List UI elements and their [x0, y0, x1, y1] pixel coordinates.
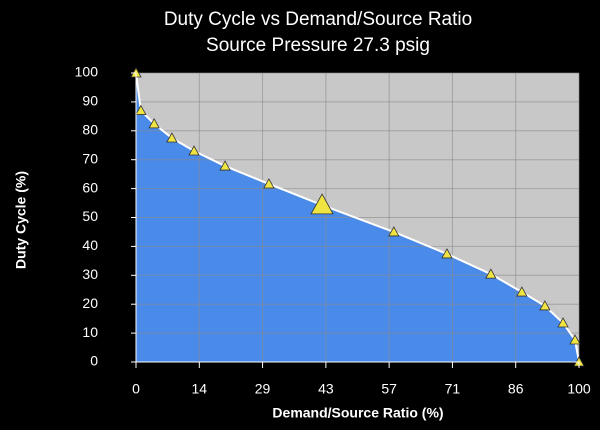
x-axis-label: Demand/Source Ratio (%): [272, 405, 443, 421]
y-tick-label: 90: [82, 93, 98, 109]
y-tick-label: 20: [82, 295, 98, 311]
marker: [310, 193, 334, 215]
marker: [485, 268, 497, 279]
x-tick-label: 86: [508, 381, 524, 397]
marker: [388, 226, 400, 237]
y-tick-label: 30: [82, 266, 98, 282]
y-tick-label: 60: [82, 179, 98, 195]
marker: [441, 248, 453, 259]
marker: [539, 300, 551, 311]
chart-subtitle: Source Pressure 27.3 psig: [206, 35, 430, 56]
line: [135, 72, 580, 363]
y-axis-label: Duty Cycle (%): [13, 171, 29, 269]
marker: [557, 317, 569, 328]
y-tick-label: 70: [82, 150, 98, 166]
marker: [188, 145, 200, 156]
y-tick-label: 0: [90, 353, 98, 369]
y-tick-label: 40: [82, 237, 98, 253]
marker: [219, 160, 231, 171]
x-tick-label: 100: [567, 381, 591, 397]
chart-title: Duty Cycle vs Demand/Source Ratio: [164, 9, 472, 30]
x-tick-label: 71: [445, 381, 461, 397]
x-tick-label: 29: [255, 381, 271, 397]
x-tick-label: 0: [132, 381, 140, 397]
marker: [569, 334, 581, 345]
y-tick-label: 80: [82, 122, 98, 138]
y-tick-label: 50: [82, 208, 98, 224]
plot-area: [130, 67, 585, 367]
marker: [516, 286, 528, 297]
marker: [263, 178, 275, 189]
y-tick-label: 10: [82, 324, 98, 340]
area: [136, 73, 579, 362]
y-tick-label: 100: [75, 64, 99, 80]
x-tick-label: 43: [318, 381, 334, 397]
marker: [166, 132, 178, 143]
marker: [135, 104, 147, 115]
marker: [148, 118, 160, 129]
x-tick-label: 57: [381, 381, 397, 397]
x-tick-label: 14: [192, 381, 208, 397]
